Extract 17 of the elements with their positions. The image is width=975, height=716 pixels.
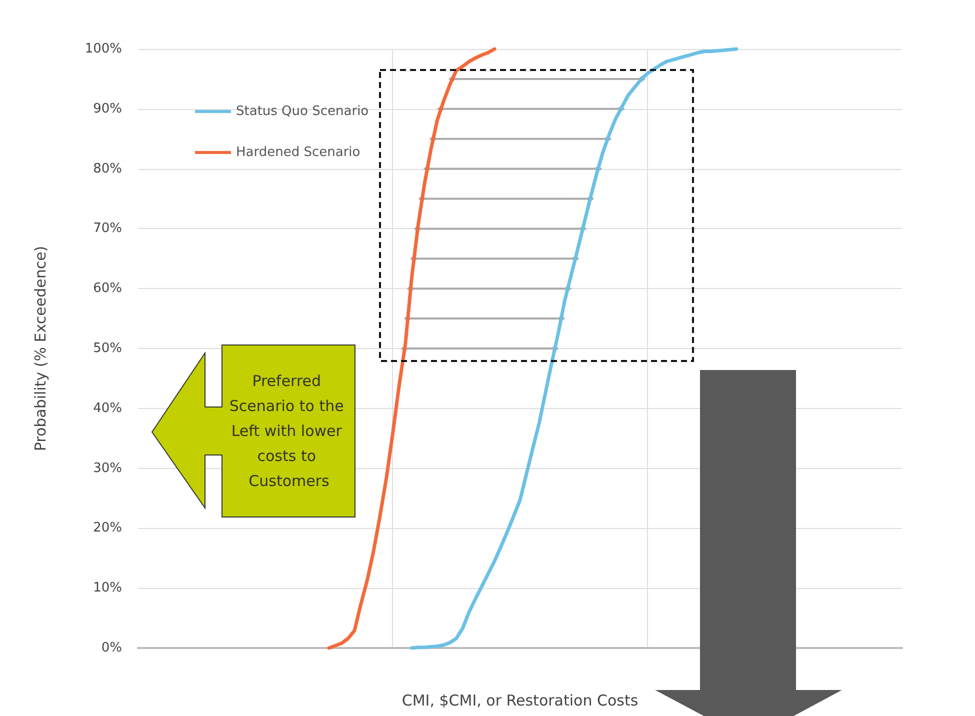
legend-label: Hardened Scenario: [236, 145, 360, 160]
x-axis-title: CMI, $CMI, or Restoration Costs: [402, 692, 638, 710]
y-tick-label: 40%: [93, 400, 122, 416]
y-tick-label: 20%: [93, 520, 122, 536]
y-axis-title: Probability (% Exceedence): [32, 246, 50, 452]
y-tick-label: 10%: [93, 580, 122, 596]
y-tick-label: 90%: [93, 101, 122, 116]
line-series: [410, 47, 738, 650]
y-tick-label: 100%: [84, 42, 122, 56]
y-tick-label: 0%: [101, 640, 122, 656]
y-tick-label: 30%: [93, 460, 122, 476]
y-tick-label: 50%: [93, 341, 122, 356]
y-tick-label: 70%: [93, 221, 122, 236]
annotation: Preferred Scenario to the Left with lower costs to Customers: [229, 372, 349, 490]
y-tick-label: 60%: [93, 281, 122, 296]
y-tick-label: 80%: [93, 161, 122, 176]
legend-label: Status Quo Scenario: [236, 104, 369, 119]
